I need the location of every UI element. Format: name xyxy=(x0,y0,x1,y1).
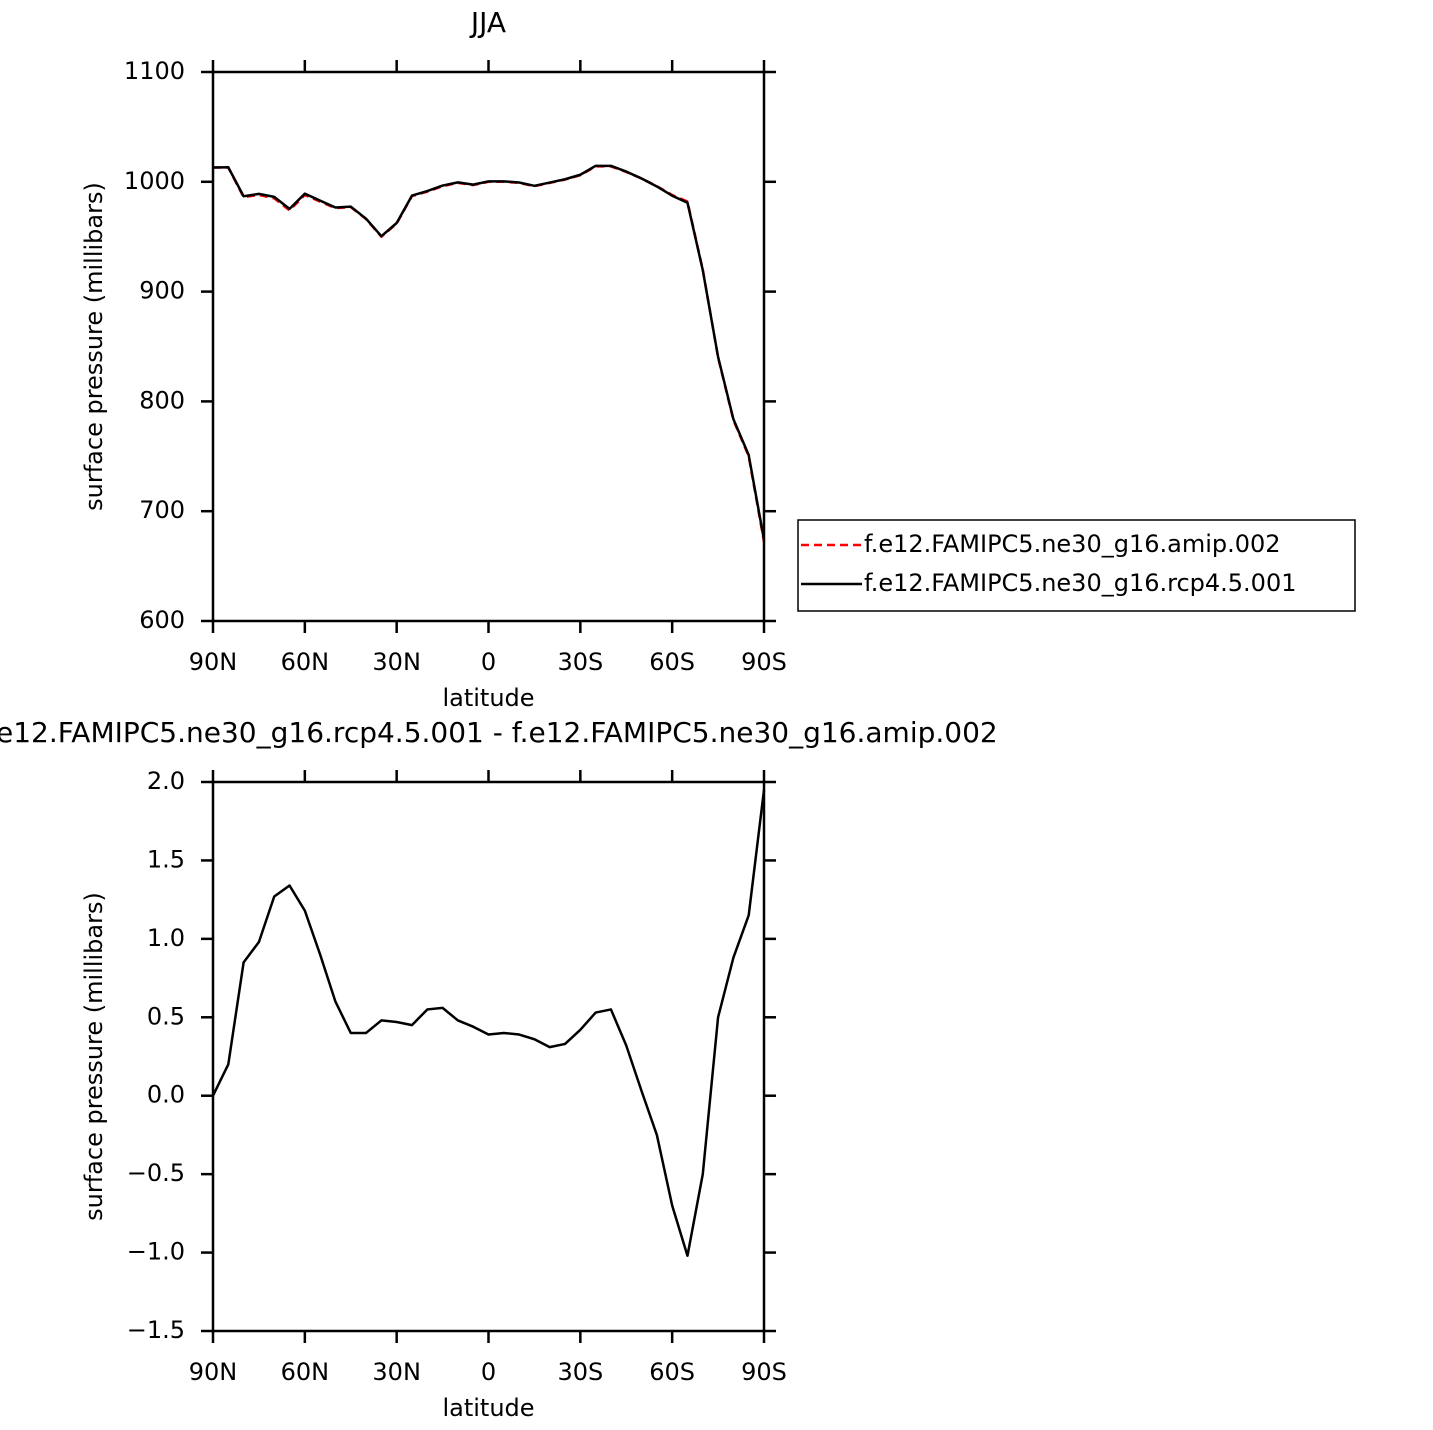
legend-label: f.e12.FAMIPC5.ne30_g16.amip.002 xyxy=(864,530,1281,558)
y-tick-label: 900 xyxy=(139,277,185,305)
y-tick-label: 600 xyxy=(139,606,185,634)
x-tick-label: 90S xyxy=(741,1358,787,1386)
data-line xyxy=(212,164,766,541)
x-tick-label: 60S xyxy=(649,648,695,676)
y-tick-label: 1.5 xyxy=(147,845,185,873)
chart-title: f.e12.FAMIPC5.ne30_g16.rcp4.5.001 - f.e1… xyxy=(0,716,998,749)
x-tick-label: 60N xyxy=(281,648,330,676)
x-tick-label: 30S xyxy=(557,1358,603,1386)
y-tick-label: −0.5 xyxy=(127,1159,185,1187)
x-tick-label: 60S xyxy=(649,1358,695,1386)
y-tick-label: 1000 xyxy=(124,167,185,195)
data-line xyxy=(213,165,766,543)
chart-title: JJA xyxy=(469,6,506,39)
y-tick-label: 0.5 xyxy=(147,1002,185,1030)
y-tick-label: −1.5 xyxy=(127,1316,185,1344)
x-tick-label: 0 xyxy=(481,648,496,676)
y-tick-label: 700 xyxy=(139,496,185,524)
x-tick-label: 30N xyxy=(372,1358,421,1386)
x-tick-label: 90S xyxy=(741,648,787,676)
y-tick-label: 1100 xyxy=(124,57,185,85)
x-axis-label: latitude xyxy=(442,684,534,712)
y-tick-label: 1.0 xyxy=(147,924,185,952)
y-axis-label: surface pressure (millibars) xyxy=(80,892,108,1221)
x-tick-label: 60N xyxy=(281,1358,330,1386)
x-tick-label: 90N xyxy=(189,1358,238,1386)
legend-label: f.e12.FAMIPC5.ne30_g16.rcp4.5.001 xyxy=(864,569,1297,597)
y-axis-label: surface pressure (millibars) xyxy=(80,182,108,511)
data-line xyxy=(211,789,766,1257)
y-tick-label: 2.0 xyxy=(147,767,185,795)
x-axis-label: latitude xyxy=(442,1394,534,1422)
x-tick-label: 30S xyxy=(557,648,603,676)
x-tick-label: 0 xyxy=(481,1358,496,1386)
x-tick-label: 90N xyxy=(189,648,238,676)
y-tick-label: 800 xyxy=(139,386,185,414)
y-tick-label: 0.0 xyxy=(147,1081,185,1109)
legend-box xyxy=(797,519,1356,612)
plot-frame xyxy=(211,70,766,623)
x-tick-label: 30N xyxy=(372,648,421,676)
y-tick-label: −1.0 xyxy=(127,1238,185,1266)
plot-frame xyxy=(211,780,766,1333)
